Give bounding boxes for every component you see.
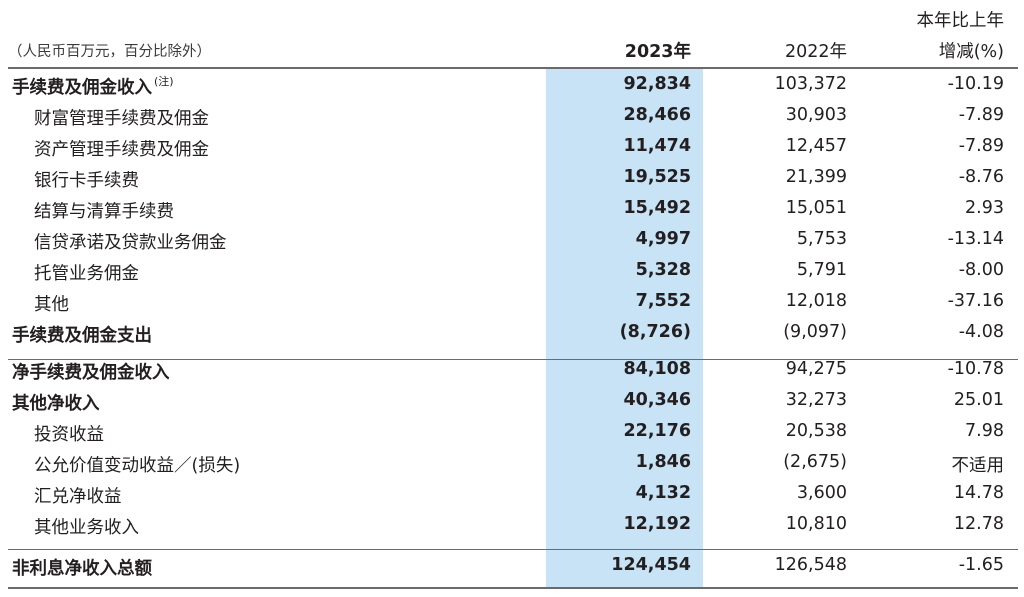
column-header-change-line2: 增减(%) — [938, 42, 1004, 62]
current-year-column-highlight — [546, 68, 703, 587]
value-2022: 30,903 — [785, 105, 847, 125]
row-label: 信贷承诺及贷款业务佣金 — [34, 233, 227, 253]
table-row: 财富管理手续费及佣金 28,466 30,903 -7.89 — [0, 101, 1024, 132]
table-row: 投资收益 22,176 20,538 7.98 — [0, 417, 1024, 448]
table-row: 净手续费及佣金收入 84,108 94,275 -10.78 — [0, 355, 1024, 386]
value-change: -7.89 — [958, 105, 1004, 125]
value-2023: 40,346 — [623, 390, 691, 410]
value-2023: 12,192 — [623, 514, 691, 534]
value-2022: (9,097) — [783, 322, 847, 342]
row-label: 手续费及佣金支出 — [12, 326, 152, 346]
table-row-total: 非利息净收入总额 124,454 126,548 -1.65 — [0, 551, 1024, 582]
value-change: -4.08 — [958, 322, 1004, 342]
row-label: 财富管理手续费及佣金 — [34, 109, 209, 129]
value-2023: 84,108 — [623, 359, 691, 379]
value-2022: 94,275 — [785, 359, 847, 379]
table-row: 公允价值变动收益／(损失) 1,846 (2,675) 不适用 — [0, 448, 1024, 479]
value-2023: 15,492 — [623, 198, 691, 218]
section-gap — [0, 541, 1024, 551]
row-label: 汇兑净收益 — [34, 487, 122, 507]
value-change: 2.93 — [965, 198, 1004, 218]
row-label: 其他净收入 — [12, 394, 100, 414]
table-row: 其他 7,552 12,018 -37.16 — [0, 287, 1024, 318]
value-2022: (2,675) — [783, 452, 847, 472]
bottom-divider — [8, 587, 1018, 589]
value-2023: 19,525 — [623, 167, 691, 187]
value-2022: 126,548 — [774, 555, 847, 575]
header-divider — [8, 67, 1018, 69]
table-header: （人民币百万元，百分比除外） 2023年 2022年 本年比上年 增减(%) — [0, 0, 1024, 68]
value-2023: 124,454 — [611, 555, 691, 575]
table-row: 资产管理手续费及佣金 11,474 12,457 -7.89 — [0, 132, 1024, 163]
table-row: 汇兑净收益 4,132 3,600 14.78 — [0, 479, 1024, 510]
value-change: -10.19 — [947, 74, 1004, 94]
value-2022: 3,600 — [796, 483, 847, 503]
table-row: 其他业务收入 12,192 10,810 12.78 — [0, 510, 1024, 541]
table-row: 结算与清算手续费 15,492 15,051 2.93 — [0, 194, 1024, 225]
row-label: 投资收益 — [34, 425, 104, 445]
value-2023: (8,726) — [619, 322, 691, 342]
table-row: 银行卡手续费 19,525 21,399 -8.76 — [0, 163, 1024, 194]
row-label: 公允价值变动收益／(损失) — [34, 456, 241, 476]
value-change: -13.14 — [947, 229, 1004, 249]
row-label: 资产管理手续费及佣金 — [34, 140, 209, 160]
row-label: 其他 — [34, 295, 69, 315]
value-2023: 4,132 — [635, 483, 691, 503]
value-2022: 5,753 — [796, 229, 847, 249]
value-change: -8.00 — [958, 260, 1004, 280]
column-header-2023: 2023年 — [624, 42, 691, 62]
value-change: -7.89 — [958, 136, 1004, 156]
unit-note: （人民币百万元，百分比除外） — [8, 44, 211, 60]
section-divider — [8, 359, 1018, 360]
value-change: -1.65 — [958, 555, 1004, 575]
value-2022: 20,538 — [785, 421, 847, 441]
value-2022: 12,018 — [785, 291, 847, 311]
table-row: 其他净收入 40,346 32,273 25.01 — [0, 386, 1024, 417]
value-2022: 103,372 — [774, 74, 847, 94]
value-change: 不适用 — [951, 456, 1005, 476]
value-2022: 32,273 — [785, 390, 847, 410]
row-label: 托管业务佣金 — [34, 264, 139, 284]
value-2023: 5,328 — [635, 260, 691, 280]
row-label: 手续费及佣金收入 (注) — [12, 75, 174, 98]
value-2023: 4,997 — [635, 229, 691, 249]
fee-income-table: 手续费及佣金收入 (注) 92,834 103,372 -10.19 财富管理手续… — [0, 70, 1024, 582]
value-change: 12.78 — [953, 514, 1004, 534]
value-change: -8.76 — [958, 167, 1004, 187]
row-label: 其他业务收入 — [34, 518, 139, 538]
row-label: 银行卡手续费 — [34, 171, 139, 191]
value-change: -37.16 — [947, 291, 1004, 311]
value-2022: 21,399 — [785, 167, 847, 187]
value-2023: 22,176 — [623, 421, 691, 441]
value-2022: 5,791 — [796, 260, 847, 280]
column-header-change-line1: 本年比上年 — [916, 11, 1005, 31]
table-row: 信贷承诺及贷款业务佣金 4,997 5,753 -13.14 — [0, 225, 1024, 256]
value-2022: 12,457 — [785, 136, 847, 156]
table-row: 托管业务佣金 5,328 5,791 -8.00 — [0, 256, 1024, 287]
row-label: 结算与清算手续费 — [34, 202, 174, 222]
value-change: 14.78 — [953, 483, 1004, 503]
column-header-2022: 2022年 — [784, 42, 847, 62]
value-2023: 7,552 — [635, 291, 691, 311]
value-2023: 11,474 — [623, 136, 691, 156]
row-label: 非利息净收入总额 — [12, 559, 152, 579]
value-2022: 10,810 — [785, 514, 847, 534]
table-row: 手续费及佣金支出 (8,726) (9,097) -4.08 — [0, 318, 1024, 349]
value-2023: 28,466 — [623, 105, 691, 125]
footnote-marker: (注) — [154, 75, 174, 88]
value-2023: 92,834 — [623, 74, 691, 94]
total-divider — [8, 549, 1018, 550]
value-change: 7.98 — [965, 421, 1004, 441]
value-change: -10.78 — [947, 359, 1004, 379]
value-change: 25.01 — [953, 390, 1004, 410]
row-label: 净手续费及佣金收入 — [12, 363, 170, 383]
table-row: 手续费及佣金收入 (注) 92,834 103,372 -10.19 — [0, 70, 1024, 101]
value-2022: 15,051 — [785, 198, 847, 218]
value-2023: 1,846 — [635, 452, 691, 472]
